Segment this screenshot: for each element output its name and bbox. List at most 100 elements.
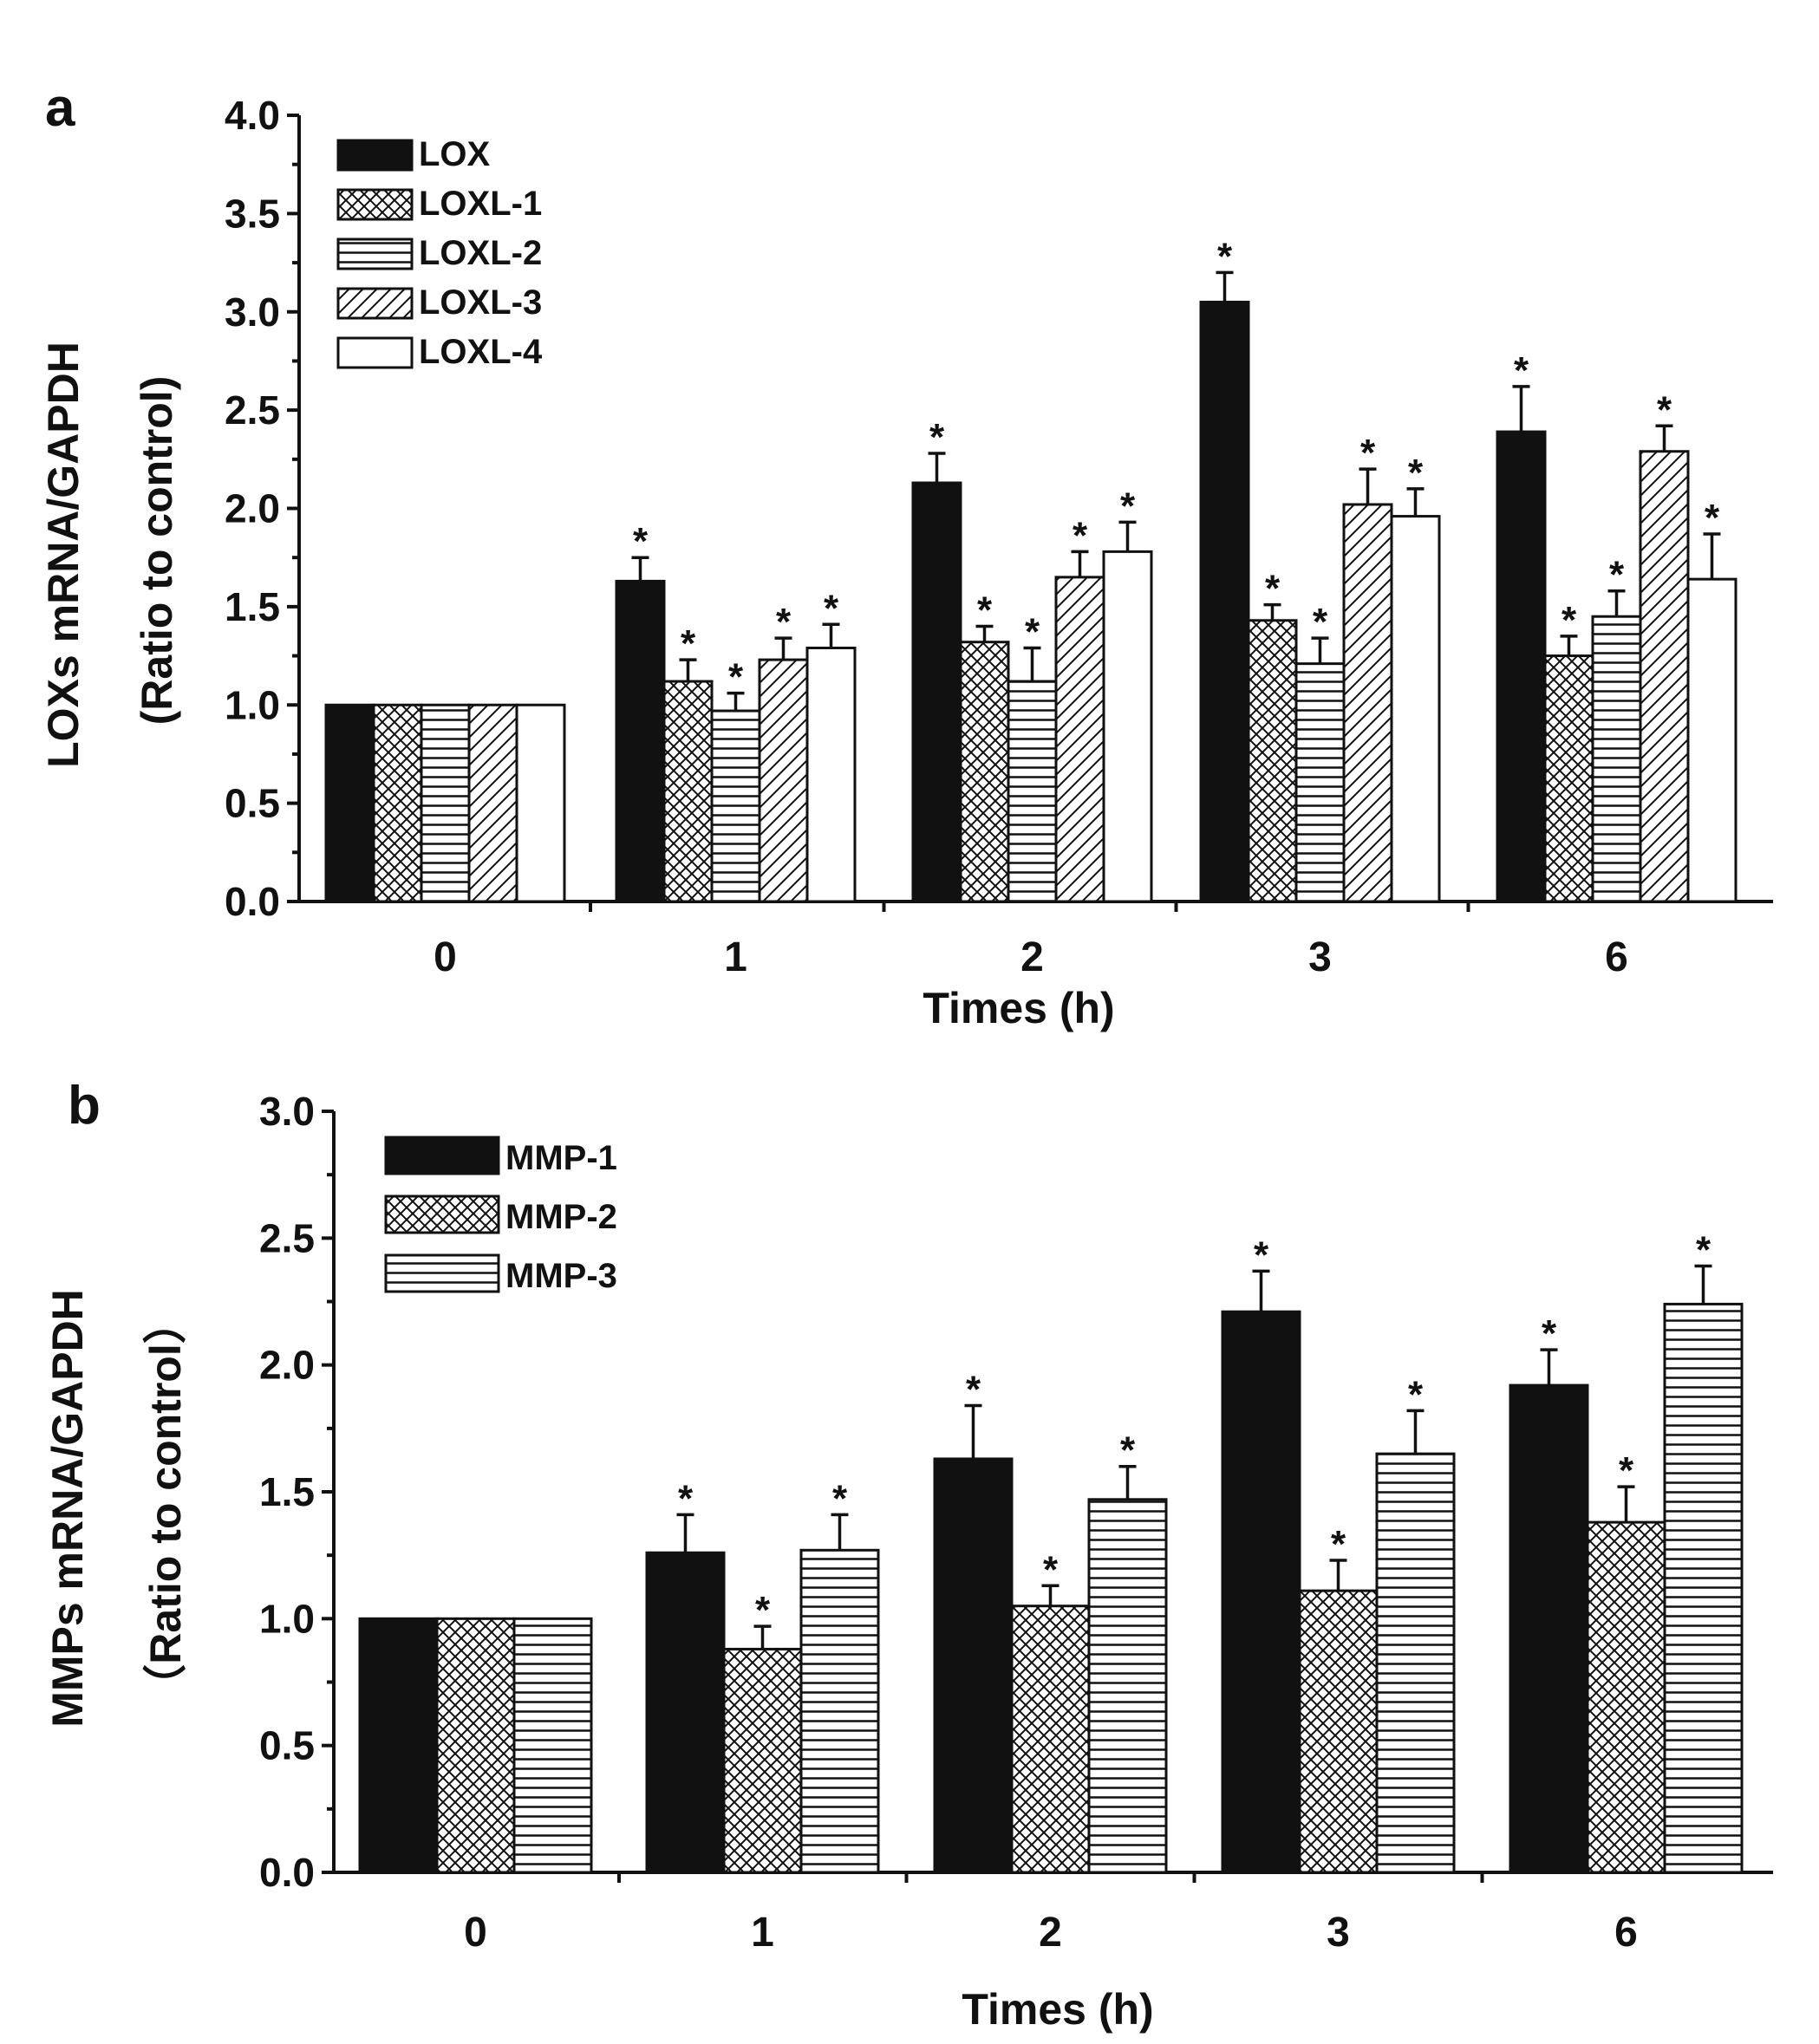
panel-a-legend: LOX LOXL-1 LOXL-2 LOXL-3 LOXL-4: [336, 135, 543, 371]
x-tick-label: 2: [1020, 934, 1044, 980]
x-tick-label: 6: [1614, 1910, 1638, 1956]
bar-loxl-4-t3: [1390, 515, 1441, 903]
bar-loxl-3-t6: [1639, 450, 1690, 903]
bar-mmp-1-t6: [1509, 1383, 1589, 1874]
significance-star: *: [1609, 554, 1625, 596]
significance-star: *: [776, 601, 792, 643]
bar-loxl-3-t2: [1054, 576, 1105, 903]
bar-loxl-3-t3: [1342, 503, 1393, 903]
error-bar: [727, 691, 745, 712]
bar-mmp-1-t1: [645, 1551, 726, 1874]
legend-swatch: [384, 1253, 500, 1293]
significance-star: *: [1217, 235, 1233, 277]
panel-a-label: a: [45, 78, 75, 138]
bar-loxl-2-t3: [1294, 662, 1346, 903]
bar-loxl-4-t1: [805, 646, 857, 903]
significance-star: *: [832, 1477, 848, 1520]
panel-b-label: b: [68, 1076, 101, 1136]
bar-loxl-3-t0: [467, 703, 518, 903]
error-bar: [1359, 467, 1377, 504]
bar-lox-t6: [1496, 430, 1547, 903]
bar-mmp-3-t1: [799, 1548, 880, 1874]
bar-lox-t0: [324, 703, 375, 903]
bar-mmp-3-t3: [1375, 1452, 1456, 1874]
bar-loxl-2-t2: [1007, 680, 1058, 903]
significance-star: *: [681, 622, 696, 665]
legend-label: MMP-2: [505, 1198, 617, 1236]
significance-star: *: [1619, 1449, 1634, 1492]
error-bar: [774, 636, 792, 661]
error-bar: [1329, 1559, 1347, 1592]
legend-swatch: [384, 1136, 500, 1175]
bar-loxl-4-t0: [515, 703, 566, 903]
error-bar: [1540, 1348, 1558, 1386]
panel-a-x-axis-title: Times (h): [923, 984, 1114, 1032]
significance-star: *: [1120, 485, 1136, 527]
legend-swatch: [336, 238, 414, 270]
y-tick-label: 2.5: [259, 1215, 315, 1260]
legend-swatch: [336, 336, 414, 369]
error-bar: [1512, 385, 1530, 433]
bar-loxl-1-t1: [662, 680, 714, 903]
x-tick-label: 1: [724, 934, 747, 980]
error-bar: [1703, 532, 1721, 580]
significance-star: *: [633, 520, 649, 563]
legend-label: LOXL-3: [419, 283, 542, 322]
bar-mmp-1-t3: [1221, 1310, 1301, 1874]
bar-mmp-2-t2: [1010, 1605, 1091, 1874]
bar-mmp-3-t0: [512, 1617, 593, 1874]
panel-a-y-axis-title: LOXs mRNA/GAPDH: [39, 342, 88, 768]
error-bar: [631, 556, 649, 582]
error-bar: [1118, 1464, 1137, 1500]
bar-loxl-1-t2: [959, 641, 1010, 903]
legend-swatch: [336, 287, 414, 320]
y-tick-label: 1.5: [259, 1469, 315, 1514]
bar-lox-t2: [911, 481, 962, 903]
error-bar: [964, 1403, 982, 1459]
y-tick-label: 2.0: [259, 1343, 315, 1388]
error-bar: [1263, 602, 1281, 621]
panel-b-y-axis-title-line1: MMPs mRNA/GAPDH: [43, 1289, 92, 1728]
error-bar: [1406, 1409, 1425, 1455]
x-tick-label: 2: [1039, 1910, 1062, 1956]
bar-mmp-2-t6: [1586, 1520, 1666, 1874]
y-tick-label: 1.0: [225, 682, 280, 727]
significance-star: *: [678, 1477, 694, 1520]
bar-loxl-1-t3: [1247, 619, 1298, 903]
significance-star: *: [755, 1589, 771, 1631]
error-bar: [753, 1624, 772, 1650]
panel-a-y-axis-title-line2: (Ratio to control): [133, 376, 181, 726]
error-bar: [679, 658, 697, 682]
bar-loxl-3-t1: [758, 658, 809, 903]
error-bar: [1607, 589, 1626, 617]
panel-a-chart: a LOXs mRNA/GAPDH (Ratio to control) Tim…: [39, 78, 1773, 1032]
legend-label: LOXL-4: [419, 333, 543, 371]
significance-star: *: [1331, 1523, 1346, 1566]
significance-star: *: [1043, 1548, 1059, 1591]
error-bar: [1617, 1485, 1635, 1523]
error-bar: [1216, 270, 1234, 303]
legend-label: MMP-3: [505, 1257, 617, 1295]
bar-mmp-2-t1: [722, 1647, 803, 1874]
significance-star: *: [1514, 349, 1529, 392]
y-tick-label: 0.0: [225, 879, 280, 924]
error-bar: [1560, 635, 1578, 656]
panel-b-x-axis-title: Times (h): [962, 1985, 1153, 2034]
significance-star: *: [1408, 1373, 1424, 1416]
bar-loxl-1-t6: [1543, 654, 1594, 903]
error-bar: [1406, 487, 1425, 517]
legend-swatch: [336, 188, 414, 221]
bar-mmp-2-t0: [435, 1617, 516, 1874]
error-bar: [676, 1513, 694, 1553]
error-bar: [1655, 424, 1673, 452]
y-tick-label: 0.0: [259, 1850, 315, 1895]
y-tick-label: 2.5: [225, 387, 280, 433]
x-tick-label: 3: [1327, 1910, 1350, 1956]
x-tick-label: 0: [464, 1910, 487, 1956]
significance-star: *: [1542, 1312, 1557, 1355]
x-tick-label: 0: [434, 934, 457, 980]
error-bar: [831, 1513, 849, 1551]
bar-loxl-2-t0: [420, 703, 471, 903]
y-tick-label: 3.0: [225, 290, 280, 335]
bar-mmp-3-t6: [1663, 1302, 1744, 1874]
